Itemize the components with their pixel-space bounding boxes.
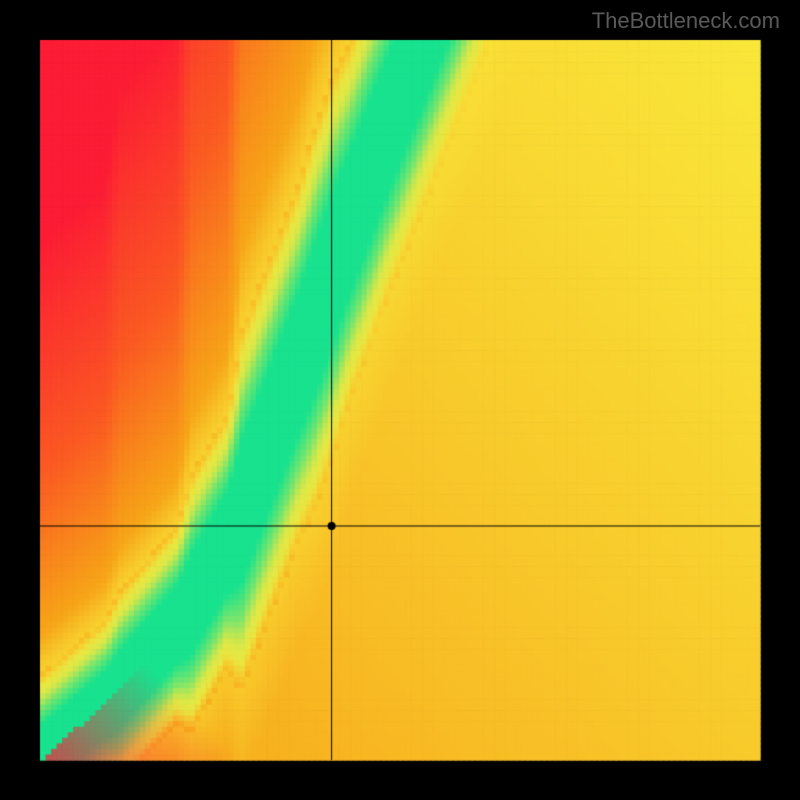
watermark-text: TheBottleneck.com [592,8,780,34]
bottleneck-heatmap [0,0,800,800]
chart-container: TheBottleneck.com [0,0,800,800]
